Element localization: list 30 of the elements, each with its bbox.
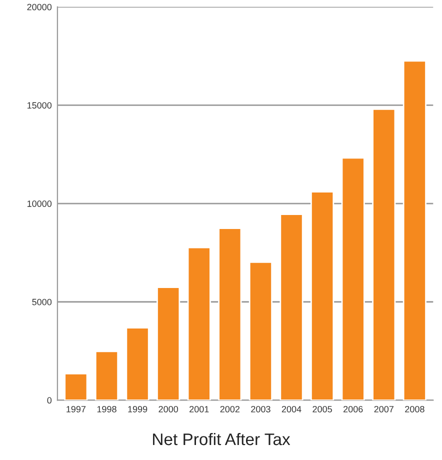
x-tick-label: 2006 (344, 406, 363, 412)
y-tick-label: 20000 (27, 4, 52, 10)
y-tick-label: 10000 (27, 200, 52, 207)
x-tick-label: 2004 (282, 406, 302, 412)
x-tick-label: 2002 (220, 406, 240, 412)
x-tick-label: 1998 (97, 406, 116, 412)
x-tick-label: 2007 (374, 406, 394, 412)
bar (310, 191, 334, 400)
x-tick-label: 2005 (312, 406, 332, 412)
bar (248, 261, 272, 400)
bar (218, 228, 242, 400)
x-tick-label: 1997 (66, 406, 86, 412)
bar (372, 108, 396, 400)
y-tick-label: 5000 (32, 298, 52, 306)
text: Net Profit After Tax (153, 432, 290, 446)
bar (187, 246, 211, 400)
x-tick-label: 2003 (251, 406, 270, 412)
bar (341, 157, 365, 400)
bar (280, 214, 304, 400)
x-tick-label: 1999 (128, 406, 148, 412)
bar (64, 372, 88, 400)
x-tick-label: 2008 (405, 406, 424, 412)
x-tick-label: 2001 (190, 406, 209, 412)
bar (156, 286, 180, 400)
y-tick-label: 15000 (27, 102, 52, 109)
x-tick-label: 2000 (158, 406, 178, 412)
bar (94, 350, 119, 400)
bar (402, 60, 426, 400)
bar (126, 327, 150, 400)
y-tick-label: 0 (47, 397, 52, 404)
